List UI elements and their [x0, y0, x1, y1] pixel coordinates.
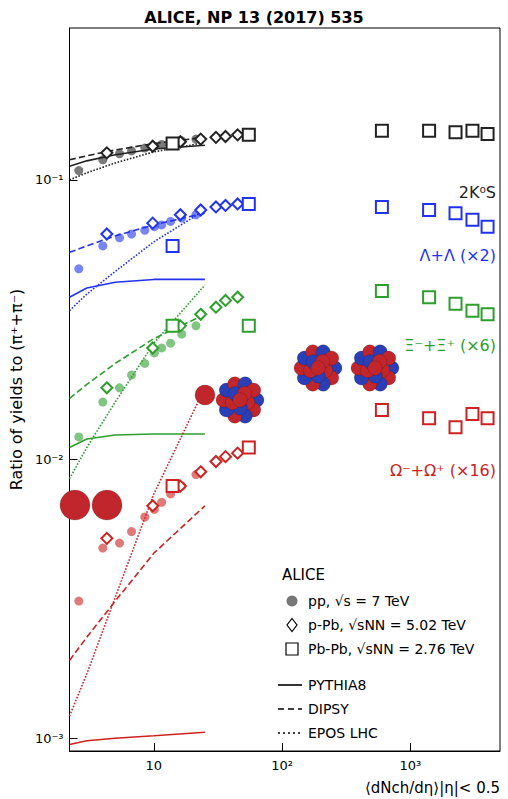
svg-text:ALICE: ALICE: [282, 566, 325, 584]
svg-text:ALICE, NP 13 (2017) 535: ALICE, NP 13 (2017) 535: [144, 8, 364, 27]
svg-text:10⁻³: 10⁻³: [35, 731, 64, 746]
svg-text:PYTHIA8: PYTHIA8: [308, 677, 366, 693]
svg-text:10³: 10³: [399, 758, 421, 773]
svg-text:Ratio of yields to (π⁺+π⁻): Ratio of yields to (π⁺+π⁻): [7, 289, 26, 491]
svg-text:Ξ⁻+Ξ⁺ (×6): Ξ⁻+Ξ⁺ (×6): [404, 336, 496, 355]
svg-text:2K⁰S: 2K⁰S: [459, 183, 496, 202]
svg-text:10²: 10²: [271, 758, 293, 773]
svg-text:10: 10: [146, 758, 163, 773]
svg-text:p-Pb, √sNN = 5.02 TeV: p-Pb, √sNN = 5.02 TeV: [308, 617, 466, 633]
svg-text:10⁻¹: 10⁻¹: [35, 172, 64, 187]
svg-text:Ω⁻+Ω⁺ (×16): Ω⁻+Ω⁺ (×16): [390, 461, 496, 480]
svg-text:Pb-Pb, √sNN = 2.76 TeV: Pb-Pb, √sNN = 2.76 TeV: [308, 641, 475, 657]
svg-text:pp, √s = 7 TeV: pp, √s = 7 TeV: [308, 593, 410, 609]
svg-text:⟨dNch/dη⟩|η|< 0.5: ⟨dNch/dη⟩|η|< 0.5: [365, 779, 500, 797]
svg-text:10⁻²: 10⁻²: [35, 452, 64, 467]
svg-text:Λ+Λ (×2): Λ+Λ (×2): [420, 246, 496, 265]
svg-text:EPOS LHC: EPOS LHC: [308, 725, 378, 741]
svg-text:DIPSY: DIPSY: [308, 701, 349, 717]
